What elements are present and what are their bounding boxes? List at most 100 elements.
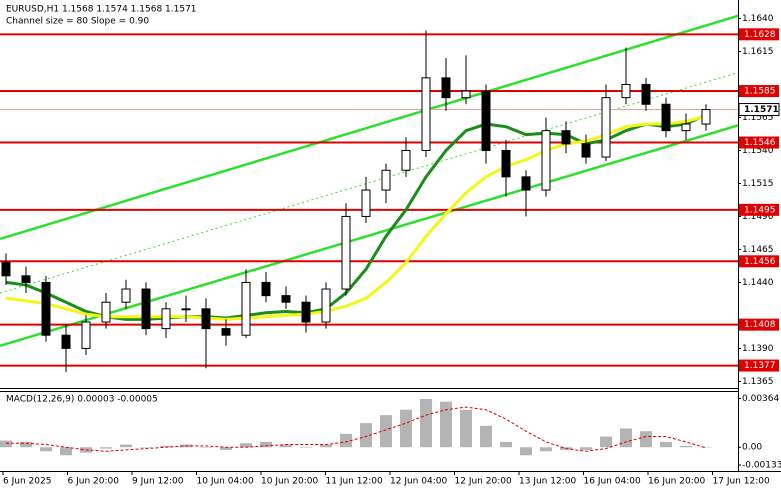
candle-body: [81, 321, 91, 349]
chart-subtitle: Channel size = 80 Slope = 0.90: [6, 17, 149, 27]
candle-body: [581, 143, 591, 158]
candle-body: [221, 328, 231, 336]
y-tick-label: 1.1540: [742, 146, 774, 156]
macd-bar: [220, 447, 232, 450]
candle-body: [121, 288, 131, 303]
macd-tick-label: 0.00: [742, 443, 762, 453]
candle-body: [661, 103, 671, 132]
macd-bar: [700, 446, 712, 448]
candle-body: [181, 308, 191, 311]
y-tick-label: 1.1615: [742, 47, 774, 57]
macd-bar: [660, 441, 672, 448]
x-tick-label: 11 Jun 12:00: [326, 477, 383, 487]
macd-bar: [460, 409, 472, 448]
x-tick-label: 13 Jun 12:00: [519, 477, 576, 487]
macd-bar: [620, 428, 632, 448]
x-tick-label: 6 Jun 20:00: [68, 477, 120, 487]
candle-body: [1, 262, 11, 277]
candle-body: [341, 215, 351, 290]
level-label-box: [739, 318, 779, 331]
macd-bar: [440, 401, 452, 448]
macd-bar: [640, 431, 652, 448]
candle-body: [241, 281, 251, 336]
level-label-box: [739, 255, 779, 268]
level-label-box: [739, 85, 779, 98]
candle-body: [701, 109, 711, 125]
y-tick-label: 1.1465: [742, 245, 774, 255]
macd-bar: [280, 444, 292, 448]
x-tick-label: 17 Jun 12:00: [713, 477, 770, 487]
macd-signal: [6, 406, 707, 452]
macd-tick-label: 0.00364: [742, 394, 779, 404]
candle-body: [421, 77, 431, 151]
macd-bar: [540, 447, 552, 452]
candle-body: [521, 176, 531, 191]
macd-bar: [360, 423, 372, 448]
current-price-label: 1.1571: [744, 105, 779, 115]
candle-body: [321, 288, 331, 323]
candle-body: [141, 288, 151, 330]
macd-bar: [380, 415, 392, 448]
macd-bar: [40, 447, 52, 452]
channel-lower: [0, 124, 739, 347]
macd-bar: [500, 441, 512, 448]
y-tick-label: 1.1365: [742, 377, 774, 387]
candle-body: [541, 130, 551, 191]
macd-bar: [200, 447, 212, 448]
candle-body: [461, 90, 471, 99]
macd-bar: [240, 443, 252, 448]
macd-bar: [260, 441, 272, 448]
macd-bar: [600, 436, 612, 448]
macd-bar: [320, 444, 332, 448]
macd-bar: [140, 447, 152, 448]
x-tick-label: 10 Jun 20:00: [261, 477, 318, 487]
level-label: 1.1377: [744, 361, 776, 371]
macd-bar: [520, 447, 532, 456]
level-label-box: [739, 359, 779, 372]
macd-bar: [60, 447, 72, 456]
candle-body: [681, 123, 691, 132]
x-tick-label: 6 Jun 2025: [3, 477, 51, 487]
macd-bar: [0, 440, 12, 448]
y-tick-label: 1.1640: [742, 14, 774, 24]
macd-bar: [160, 445, 172, 448]
level-label-box: [739, 203, 779, 216]
macd-title: MACD(12,26,9) 0.00003 -0.00005: [6, 395, 158, 405]
candle-body: [281, 295, 291, 303]
candle-body: [41, 281, 51, 336]
candle-body: [621, 83, 631, 99]
x-tick-label: 16 Jun 20:00: [648, 477, 705, 487]
macd-bar: [20, 441, 32, 448]
y-tick-label: 1.1390: [742, 344, 774, 354]
candle-body: [601, 97, 611, 158]
macd-bar: [340, 433, 352, 448]
candle-body: [481, 90, 491, 151]
candle-body: [21, 275, 31, 283]
level-label-box: [739, 28, 779, 41]
candle-body: [61, 334, 71, 349]
macd-bar: [680, 445, 692, 448]
x-tick-label: 12 Jun 04:00: [390, 477, 447, 487]
y-tick-label: 1.1565: [742, 113, 774, 123]
level-label: 1.1628: [744, 30, 776, 40]
candle-body: [301, 301, 311, 323]
candle-body: [501, 149, 511, 178]
x-tick-label: 12 Jun 20:00: [455, 477, 512, 487]
channel-upper: [0, 14, 739, 241]
macd-bar: [100, 447, 112, 449]
candle-body: [641, 83, 651, 105]
chart-title: EURUSD,H1 1.1568 1.1574 1.1568 1.1571: [6, 5, 197, 15]
macd-bar: [400, 409, 412, 448]
candle-body: [261, 281, 271, 297]
moving-average: [5, 113, 707, 321]
candle-body: [101, 301, 111, 323]
candle-body: [441, 77, 451, 99]
y-tick-label: 1.1515: [742, 179, 774, 189]
level-label: 1.1408: [744, 320, 776, 330]
level-label: 1.1495: [744, 205, 776, 215]
level-label: 1.1456: [744, 257, 776, 267]
macd-bar: [580, 447, 592, 450]
candle-body: [561, 130, 571, 145]
